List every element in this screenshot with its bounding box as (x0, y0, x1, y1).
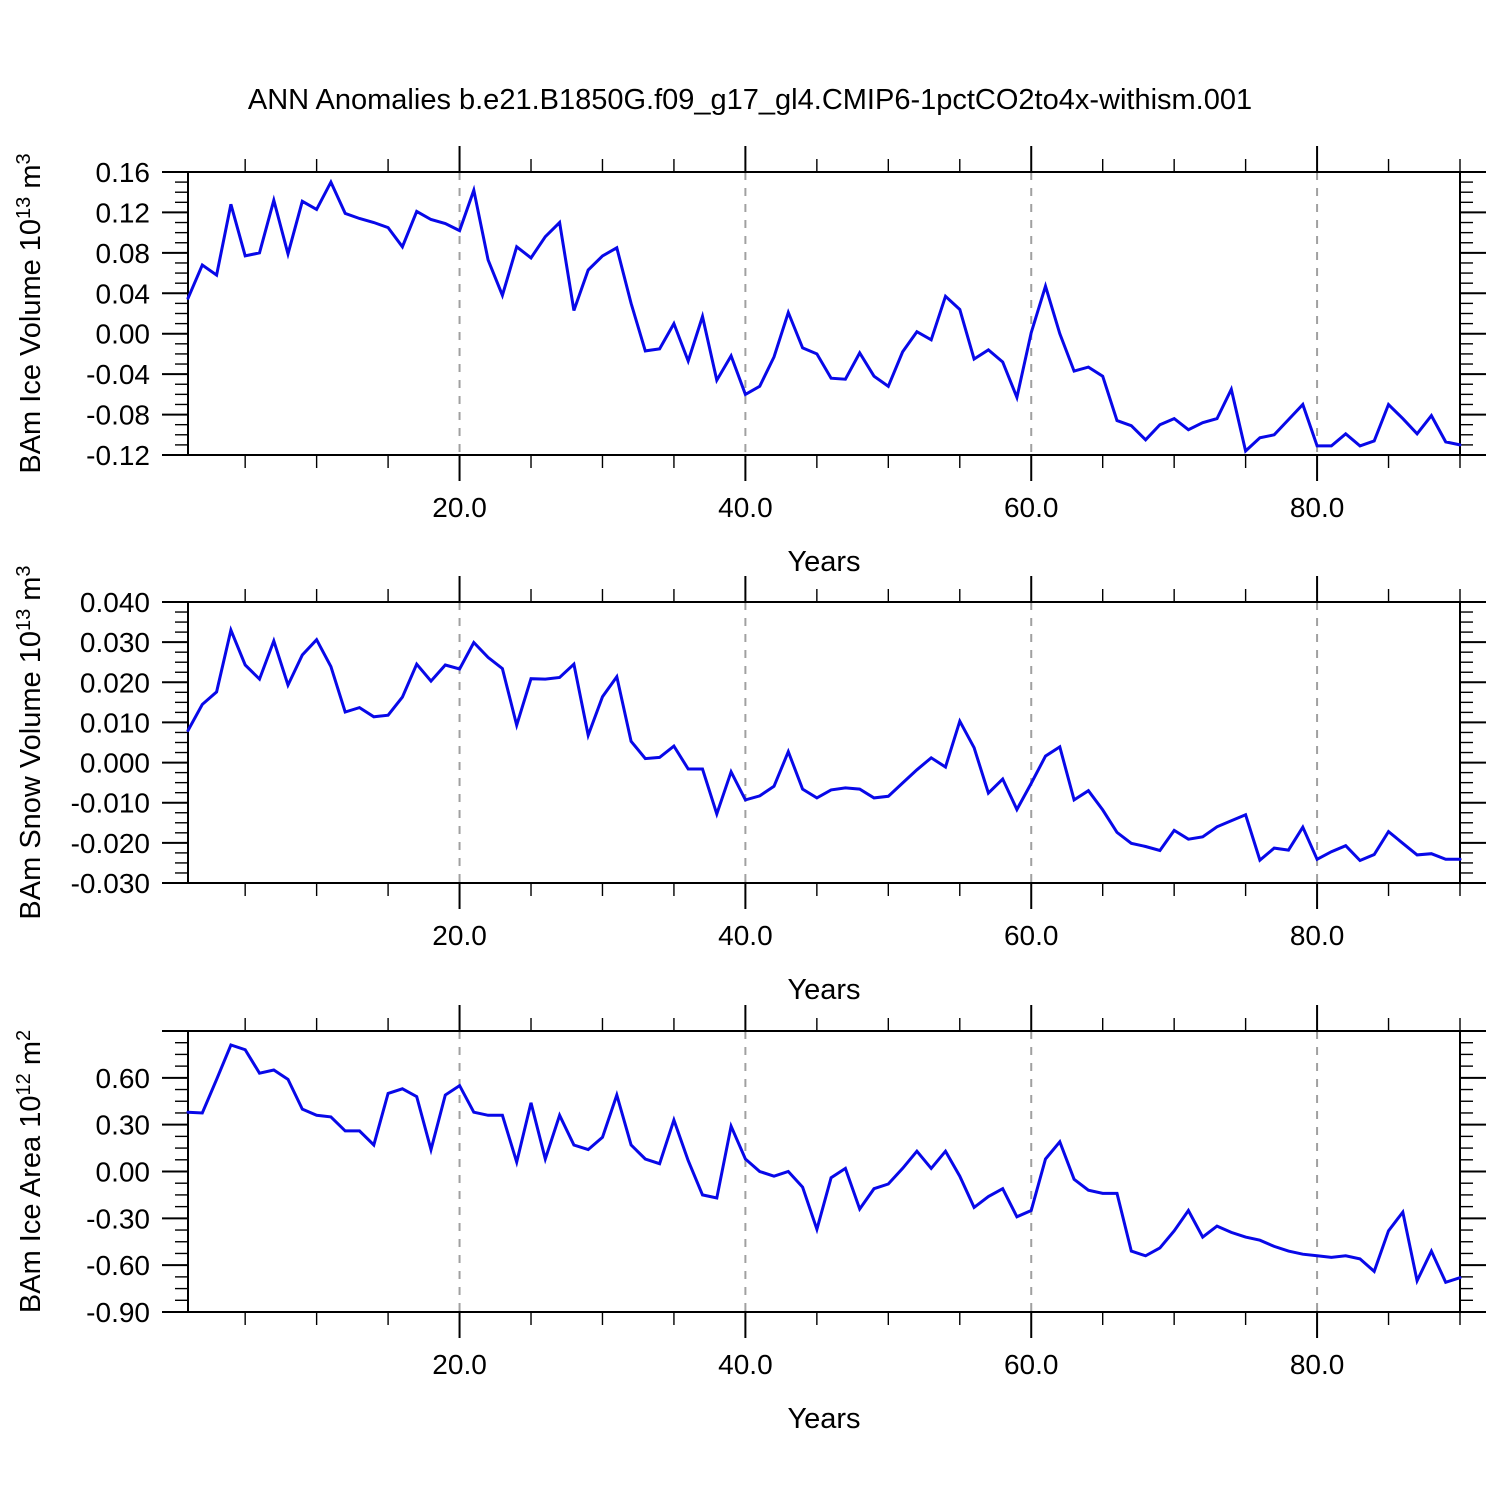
x-tick-label: 40.0 (718, 920, 773, 951)
panel-ice-area: 20.0 40.0 60.0 80.0 -0.90 -0.60 -0.30 0.00 0.30 0… (13, 1005, 1486, 1435)
y-axis-title: BAm Ice Area 1012 m2 (13, 1030, 47, 1313)
x-tick-label: 40.0 (718, 492, 773, 523)
y-axis-title: BAm Snow Volume 1013 m3 (13, 565, 47, 919)
y-tick-label: -0.12 (86, 440, 150, 471)
y-tick-label: 0.08 (96, 238, 151, 269)
y-tick-label: 0.30 (96, 1110, 151, 1141)
y-tick-label: -0.60 (86, 1250, 150, 1281)
x-tick-label: 40.0 (718, 1349, 773, 1380)
y-tick-label: -0.010 (71, 788, 150, 819)
x-axis-title: Years (787, 1403, 860, 1435)
y-tick-label: -0.90 (86, 1297, 150, 1328)
y-tick-label: 0.60 (96, 1063, 151, 1094)
panel-snow-volume: 20.0 40.0 60.0 80.0 -0.030 -0.020 -0.010 0.000 0… (13, 565, 1486, 1006)
plot-frame (187, 1030, 1461, 1313)
x-tick-label: 20.0 (432, 492, 487, 523)
x-tick-label: 80.0 (1290, 920, 1345, 951)
chart-title: ANN Anomalies b.e21.B1850G.f09_g17_gl4.C… (247, 84, 1253, 116)
y-tick-label: -0.030 (71, 868, 150, 899)
y-tick-label: 0.010 (80, 707, 150, 738)
x-axis-title: Years (787, 974, 860, 1006)
x-tick-label: 80.0 (1290, 492, 1345, 523)
y-tick-label: 0.04 (96, 278, 151, 309)
x-tick-label: 60.0 (1004, 492, 1059, 523)
y-tick-label: -0.08 (86, 400, 150, 431)
x-tick-label: 60.0 (1004, 1349, 1059, 1380)
y-tick-label: -0.04 (86, 359, 150, 390)
plot-frame (187, 601, 1461, 884)
y-tick-label: 0.040 (80, 587, 150, 618)
data-line-ice-area (186, 1043, 1462, 1286)
y-tick-label: 0.16 (96, 157, 151, 188)
y-tick-label: 0.00 (96, 1157, 151, 1188)
data-line-ice-volume (186, 178, 1462, 454)
y-tick-label: 0.030 (80, 627, 150, 658)
data-line-snow-volume (186, 625, 1462, 863)
x-axis-title: Years (787, 546, 860, 578)
y-tick-label: -0.020 (71, 828, 150, 859)
x-tick-label: 60.0 (1004, 920, 1059, 951)
y-tick-label: 0.00 (96, 319, 151, 350)
plot-frame (187, 171, 1461, 456)
x-tick-label: 80.0 (1290, 1349, 1345, 1380)
y-tick-label: 0.020 (80, 667, 150, 698)
y-tick-label: 0.000 (80, 748, 150, 779)
x-tick-label: 20.0 (432, 920, 487, 951)
y-tick-label: -0.30 (86, 1203, 150, 1234)
panel-ice-volume: 20.0 40.0 60.0 80.0 -0.12 -0.08 -0.04 0.00 0.04 0… (13, 146, 1486, 578)
x-tick-label: 20.0 (432, 1349, 487, 1380)
y-axis-title: BAm Ice Volume 1013 m3 (13, 153, 47, 473)
y-tick-label: 0.12 (96, 197, 151, 228)
